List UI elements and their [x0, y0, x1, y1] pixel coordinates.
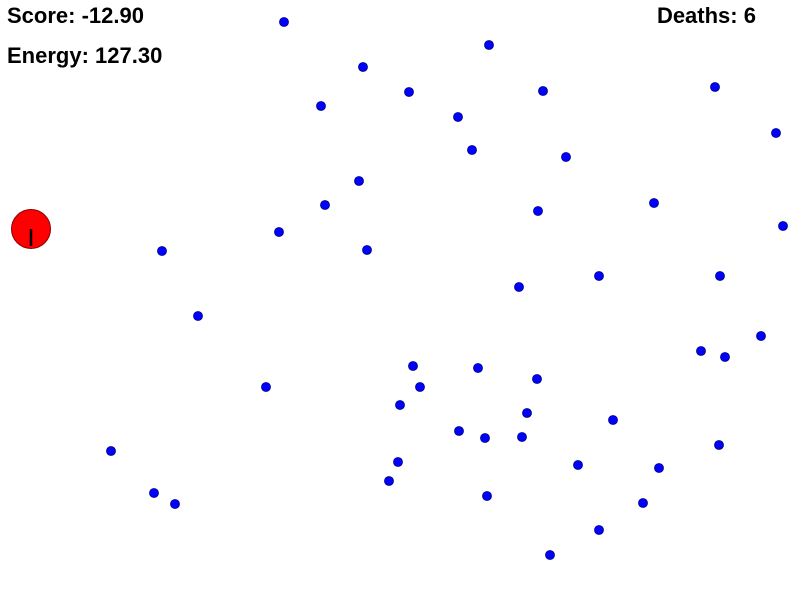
pellet: [358, 62, 368, 72]
pellet: [454, 426, 464, 436]
pellet: [771, 128, 781, 138]
pellet: [480, 433, 490, 443]
energy-value: 127.30: [95, 43, 163, 68]
pellet: [415, 382, 425, 392]
pellet: [395, 400, 405, 410]
energy-label: Energy:: [7, 43, 89, 68]
pellet: [573, 460, 583, 470]
player-agent: [11, 209, 51, 249]
pellet: [261, 382, 271, 392]
pellet: [473, 363, 483, 373]
pellet: [649, 198, 659, 208]
pellet: [517, 432, 527, 442]
pellet: [170, 499, 180, 509]
pellet: [756, 331, 766, 341]
pellet: [279, 17, 289, 27]
pellet: [533, 206, 543, 216]
score-value: -12.90: [81, 3, 144, 28]
pellet: [594, 271, 604, 281]
pellet: [714, 440, 724, 450]
deaths-value: 6: [743, 3, 756, 28]
pellet: [522, 408, 532, 418]
pellet: [638, 498, 648, 508]
pellet: [715, 271, 725, 281]
pellet: [354, 176, 364, 186]
pellet: [362, 245, 372, 255]
pellet: [538, 86, 548, 96]
pellet: [608, 415, 618, 425]
pellet: [696, 346, 706, 356]
pellet: [514, 282, 524, 292]
score-display: Score: -12.90: [7, 5, 144, 27]
pellet: [316, 101, 326, 111]
pellet: [778, 221, 788, 231]
pellet: [545, 550, 555, 560]
pellet: [467, 145, 477, 155]
pellet-layer: [106, 17, 788, 560]
pellet: [106, 446, 116, 456]
pellet: [594, 525, 604, 535]
pellet: [484, 40, 494, 50]
pellet: [453, 112, 463, 122]
score-label: Score:: [7, 3, 76, 28]
pellet: [157, 246, 167, 256]
pellet: [710, 82, 720, 92]
pellet: [561, 152, 571, 162]
pellet: [193, 311, 203, 321]
pellet: [384, 476, 394, 486]
pellet: [320, 200, 330, 210]
pellet: [149, 488, 159, 498]
pellet: [404, 87, 414, 97]
pellet: [393, 457, 403, 467]
deaths-display: Deaths: 6: [657, 5, 756, 27]
pellet: [532, 374, 542, 384]
pellet: [654, 463, 664, 473]
energy-display: Energy: 127.30: [7, 45, 162, 67]
pellet: [408, 361, 418, 371]
pellet: [720, 352, 730, 362]
pellet: [274, 227, 284, 237]
pellet: [482, 491, 492, 501]
deaths-label: Deaths:: [656, 3, 738, 28]
